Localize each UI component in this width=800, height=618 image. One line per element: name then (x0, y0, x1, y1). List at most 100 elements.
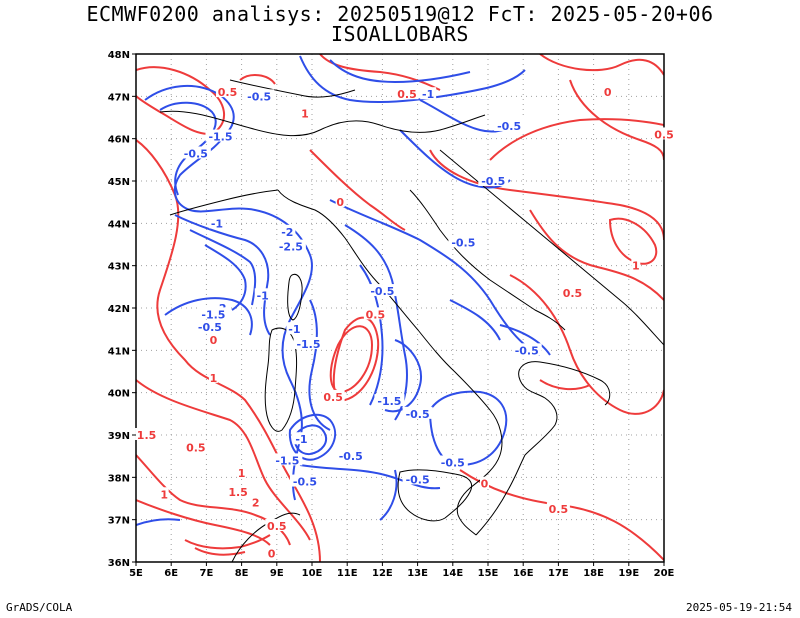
contour-label: -0.5 (184, 147, 208, 160)
contour-label-bg (208, 332, 218, 345)
contour-line (299, 464, 441, 490)
contour-label-bg (367, 284, 398, 297)
contour-label-bg (511, 343, 542, 356)
italy-coastline (277, 189, 611, 536)
contour-label-bg (420, 87, 437, 100)
y-tick-label: 42N (108, 304, 130, 315)
contour-label: -0.5 (451, 236, 475, 249)
contour-line (608, 217, 658, 265)
contour-line (204, 244, 247, 311)
contour-label-bg (652, 127, 676, 140)
contour-label: -0.5 (339, 450, 363, 463)
x-tick-label: 6E (164, 568, 178, 579)
contour-line (174, 214, 271, 336)
contour-label-bg (254, 288, 271, 301)
contour-label-bg (293, 336, 324, 349)
contour-line (294, 424, 328, 456)
sardinia-coastline (264, 327, 298, 432)
contour-label: -0.5 (481, 175, 505, 188)
contour-line (329, 59, 471, 84)
latitude-axis: 48N 47N 46N 45N 44N 43N 42N 41N 40N 39N 38N 37N 36N (108, 50, 136, 569)
contour-label-bg (267, 546, 277, 559)
sicily-coastline (397, 469, 473, 522)
contour-label-bg (494, 118, 525, 131)
x-tick-label: 11E (337, 568, 358, 579)
contour-label-bg (321, 389, 345, 402)
contour-line (489, 118, 664, 161)
y-tick-label: 41N (108, 346, 130, 357)
contour-label-bg (448, 235, 479, 248)
contour-line (379, 469, 398, 521)
contour-label: -0.5 (406, 473, 430, 486)
contour-label-bg (272, 453, 303, 466)
contour-label: -1.5 (201, 308, 225, 321)
contour-label: -1.5 (296, 338, 320, 351)
contour-line (194, 547, 246, 556)
contour-label: -0.5 (515, 344, 539, 357)
contour-label-bg (216, 85, 240, 98)
alps-border (159, 110, 486, 137)
contour-line (189, 229, 257, 306)
contour-label-bg (208, 216, 225, 229)
contour-label: 0.5 (218, 86, 238, 99)
contour-line (309, 149, 406, 231)
longitude-axis: 5E 6E 7E 8E 9E 10E 11E 12E 13E 14E 15E 16E 17E 18E 19E… (129, 562, 675, 579)
contour-label-bg (363, 307, 387, 320)
x-tick-label: 17E (548, 568, 569, 579)
contour-line (136, 518, 181, 526)
contour-label: 0 (268, 548, 276, 561)
y-tick-label: 44N (108, 219, 130, 230)
contour-label: -1 (295, 433, 307, 446)
contour-line (329, 199, 541, 356)
contour-label: 0.5 (267, 520, 287, 533)
contour-label-bg (402, 406, 433, 419)
contour-line (499, 324, 551, 356)
contour-label: -1 (288, 323, 300, 336)
contour-label: 0.5 (549, 503, 569, 516)
contour-line (332, 316, 380, 402)
contour-label: -1.5 (377, 395, 401, 408)
contour-label: -0.5 (293, 476, 317, 489)
contour-label: -2 (281, 226, 293, 239)
y-tick-label: 43N (108, 262, 130, 273)
x-tick-label: 7E (200, 568, 214, 579)
contour-line (136, 379, 311, 541)
positive-contours (136, 54, 664, 562)
map-subtitle: ISOALLOBARS (331, 22, 469, 46)
x-tick-label: 8E (235, 568, 249, 579)
swiss-border (229, 79, 356, 98)
contour-label-bg (289, 474, 320, 487)
contour-label-bg (159, 487, 169, 500)
contour-label: -0.5 (247, 90, 271, 103)
contour-label-bg (603, 85, 613, 98)
contour-line (319, 54, 441, 91)
contour-label: -1.5 (275, 454, 299, 467)
contour-label-bg (286, 322, 303, 335)
contour-line (539, 379, 591, 391)
footer-timestamp: 2025-05-19-21:54 (686, 601, 792, 614)
contour-label: -1 (211, 217, 223, 230)
contour-label: 1.5 (228, 486, 248, 499)
contour-line (509, 274, 664, 415)
contour-label-bg (208, 370, 218, 383)
contour-label-bg (293, 432, 310, 445)
contour-label-bg (251, 495, 261, 508)
contour-label-bg (265, 519, 289, 532)
contour-label-bg (335, 449, 366, 462)
france-coastline (169, 189, 279, 216)
contour-label-bg (184, 440, 208, 453)
x-tick-label: 15E (478, 568, 499, 579)
contour-label: 0 (481, 478, 489, 491)
x-tick-label: 5E (129, 568, 143, 579)
x-tick-label: 12E (372, 568, 393, 579)
contour-label-bg (300, 106, 310, 119)
contour-label: 1.5 (137, 429, 157, 442)
contour-line (184, 534, 271, 550)
contour-label: 0.5 (366, 308, 386, 321)
contour-label: 2 (252, 497, 260, 510)
contour-label-bg (180, 146, 211, 159)
contour-label-bg (374, 394, 405, 407)
contour-label-bg (279, 224, 296, 237)
contour-line (299, 55, 526, 104)
contour-label-bg (395, 87, 419, 100)
